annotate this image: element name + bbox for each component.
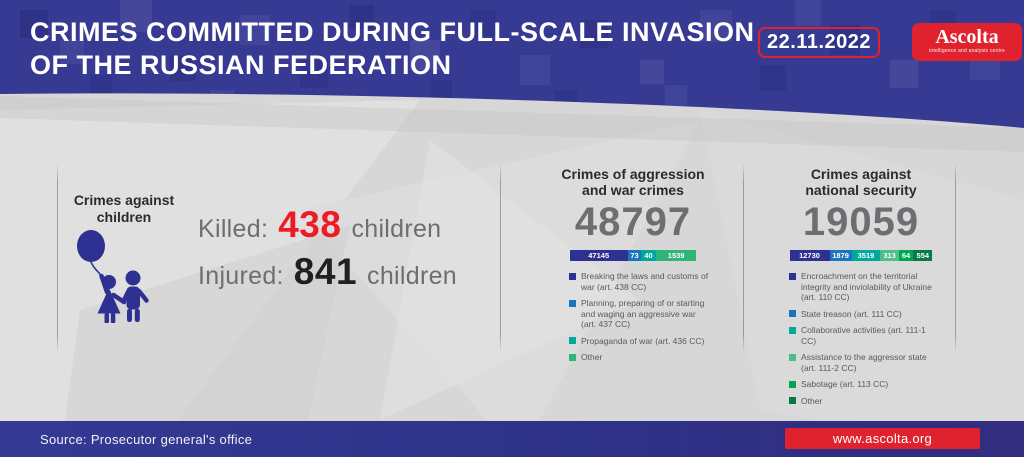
security-legend: Encroachment on the territorial integrit… [780, 271, 942, 406]
children-section-title: Crimes against children [73, 192, 175, 225]
legend-item: Breaking the laws and customs of war (ar… [569, 271, 712, 292]
bar-segment: 313 [880, 250, 899, 261]
legend-item: State treason (art. 111 CC) [789, 309, 942, 320]
legend-item: Collaborative activities (art. 111-1 CC) [789, 325, 942, 346]
bar-segment: 1539 [655, 250, 697, 261]
aggression-total: 48797 [574, 200, 692, 244]
bar-segment: 73 [627, 250, 642, 261]
ascolta-logo: Ascolta intelligence and analysis centre [912, 23, 1022, 61]
legend-swatch-icon [789, 272, 796, 280]
legend-label: Collaborative activities (art. 111-1 CC) [801, 325, 926, 346]
legend-label: Assistance to the aggressor state (art. … [801, 352, 927, 373]
page-title-line1: CRIMES COMMITTED DURING FULL-SCALE INVAS… [30, 17, 755, 47]
legend-swatch-icon [789, 397, 796, 404]
injured-suffix: children [367, 262, 457, 290]
legend-item: Encroachment on the territorial integrit… [789, 271, 942, 303]
injured-value: 841 [293, 251, 358, 292]
page-title: CRIMES COMMITTED DURING FULL-SCALE INVAS… [30, 16, 754, 82]
legend-item: Propaganda of war (art. 436 CC) [569, 336, 712, 347]
legend-item: Sabotage (art. 113 CC) [789, 379, 942, 390]
killed-suffix: children [351, 215, 442, 243]
bar-segment: 47145 [569, 250, 628, 261]
legend-swatch-icon [789, 310, 796, 317]
bar-segment: 40 [641, 250, 656, 261]
legend-item: Assistance to the aggressor state (art. … [789, 352, 942, 373]
footer-bar: Source: Prosecutor general's office www.… [0, 421, 1024, 457]
killed-label: Killed: [198, 215, 269, 243]
page-title-line2: OF THE RUSSIAN FEDERATION [30, 50, 452, 80]
legend-label: Other [581, 352, 603, 362]
security-chart-column: Crimes against national security 19059 1… [780, 166, 942, 412]
legend-label: Sabotage (art. 113 CC) [801, 379, 889, 389]
security-stacked-bar: 12730 1879 3519 313 64 554 [789, 250, 933, 261]
injured-label: Injured: [198, 262, 284, 290]
legend-item: Other [569, 352, 712, 363]
legend-swatch-icon [789, 353, 796, 361]
legend-label: Breaking the laws and customs of war (ar… [581, 271, 709, 292]
divider-aggression-security [743, 163, 744, 353]
bar-segment: 1879 [829, 250, 852, 261]
date-badge: 22.11.2022 [758, 27, 880, 58]
aggression-chart-column: Crimes of aggression and war crimes 4879… [554, 166, 712, 369]
security-title: Crimes against national security [805, 166, 917, 198]
bar-segment: 12730 [789, 250, 830, 261]
legend-label: Propaganda of war (art. 436 CC) [581, 335, 705, 346]
legend-item: Other [789, 396, 942, 407]
legend-label: Encroachment on the territorial integrit… [801, 271, 932, 302]
legend-swatch-icon [789, 380, 796, 388]
legend-item: Planning, preparing of or starting and w… [569, 298, 712, 330]
security-total: 19059 [802, 200, 920, 244]
source-text: Source: Prosecutor general's office [40, 431, 253, 447]
children-with-balloon-icon [77, 230, 149, 323]
killed-stat-row: Killed: 438 children [198, 204, 457, 251]
bar-segment: 554 [913, 250, 933, 261]
website-link: www.ascolta.org [785, 428, 980, 449]
killed-value: 438 [278, 204, 342, 245]
legend-swatch-icon [569, 353, 576, 361]
aggression-legend: Breaking the laws and customs of war (ar… [554, 271, 712, 363]
aggression-title: Crimes of aggression and war crimes [561, 166, 705, 198]
legend-swatch-icon [569, 337, 576, 344]
aggression-stacked-bar: 47145 73 40 1539 [569, 250, 697, 261]
divider-right [955, 163, 956, 353]
bar-segment: 3519 [851, 250, 881, 261]
legend-swatch-icon [789, 326, 796, 334]
bar-segment: 64 [898, 250, 914, 261]
legend-swatch-icon [569, 272, 576, 280]
divider-children-aggression [500, 163, 501, 353]
legend-swatch-icon [569, 299, 576, 307]
legend-label: Planning, preparing of or starting and w… [581, 298, 705, 329]
ascolta-logo-tagline: intelligence and analysis centre [929, 48, 1005, 54]
divider-left [57, 163, 58, 353]
children-stats: Killed: 438 children Injured: 841 childr… [198, 204, 457, 298]
ascolta-logo-name: Ascolta [935, 26, 999, 48]
injured-stat-row: Injured: 841 children [198, 251, 457, 298]
legend-label: State treason (art. 111 CC) [801, 308, 902, 319]
legend-label: Other [801, 395, 823, 406]
